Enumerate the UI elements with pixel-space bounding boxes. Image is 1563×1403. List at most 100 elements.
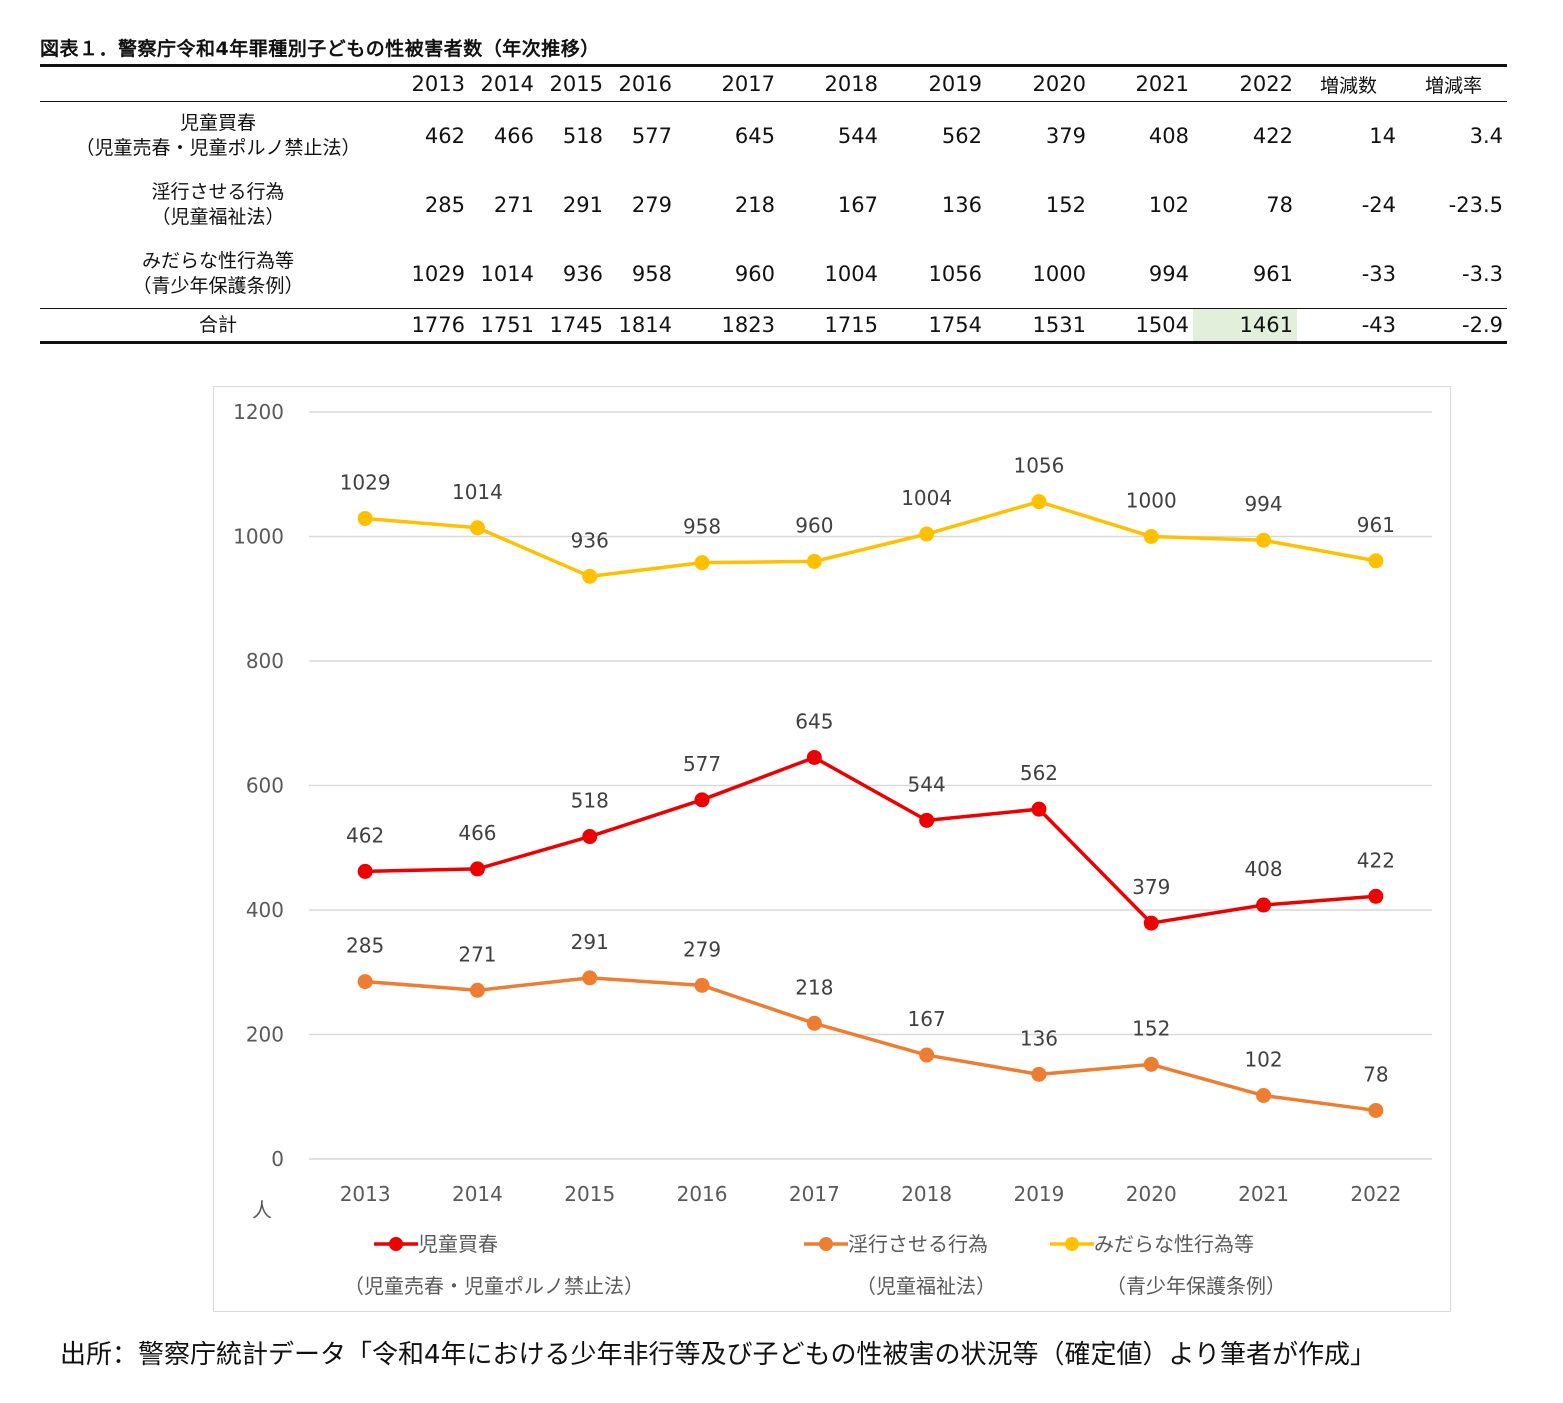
data-label: 960 <box>795 513 833 537</box>
total-cell: 1715 <box>779 308 882 344</box>
data-point <box>919 1047 935 1063</box>
y-tick-label: 200 <box>246 1023 284 1047</box>
data-label: 645 <box>795 709 833 733</box>
chart-frame: 0 200 400 600 800 1000 1200 2013 2014 2015 2016 201… <box>213 386 1451 1312</box>
row-label: みだらな性行為等 （青少年保護条例） <box>132 249 304 297</box>
data-label: 379 <box>1132 875 1170 899</box>
table-cell: 518 <box>562 124 603 149</box>
row-label: 児童買春 （児童売春・児童ポルノ禁止法） <box>75 112 361 160</box>
data-label: 218 <box>795 975 833 999</box>
data-label: 466 <box>458 821 496 845</box>
change-rate-cell: -3.3 <box>1462 261 1503 286</box>
change-count-cell: -24 <box>1361 193 1396 217</box>
total-cell-highlighted: 1461 <box>1193 308 1297 344</box>
header-year: 2017 <box>676 64 779 102</box>
data-point <box>582 568 598 584</box>
line-chart: 0 200 400 600 800 1000 1200 2013 2014 2015 2016 201… <box>233 400 1432 1298</box>
data-point <box>1031 494 1047 510</box>
data-point <box>357 510 373 526</box>
data-point <box>469 982 485 998</box>
legend-label: 淫行させる行為 <box>848 1232 988 1256</box>
table-cell: 936 <box>562 261 603 286</box>
data-point <box>357 863 373 879</box>
data-point <box>1143 1056 1159 1072</box>
data-point <box>582 829 598 845</box>
data-label: 1056 <box>1013 454 1064 478</box>
x-tick-label: 2018 <box>901 1182 952 1206</box>
data-label: 102 <box>1244 1048 1282 1072</box>
data-point <box>694 792 710 808</box>
data-label: 958 <box>683 515 721 539</box>
data-label: 408 <box>1244 857 1282 881</box>
change-rate-cell: -23.5 <box>1448 193 1503 217</box>
table-cell: 958 <box>631 261 672 286</box>
data-label: 936 <box>571 528 609 552</box>
table-cell: 291 <box>562 193 603 217</box>
change-count-cell: -43 <box>1297 308 1400 344</box>
table-row: 淫行させる行為 （児童福祉法） 285 271 291 279 218 167 1… <box>40 171 1507 240</box>
header-year: 2015 <box>538 64 607 102</box>
x-tick-label: 2013 <box>340 1182 391 1206</box>
total-cell: 1823 <box>676 308 779 344</box>
data-label: 961 <box>1357 513 1395 537</box>
data-table: 2013 2014 2015 2016 2017 2018 2019 2020 … <box>40 64 1507 344</box>
table-cell: 279 <box>631 193 672 217</box>
legend-sublabel: （児童売春・児童ポルノ禁止法） <box>344 1274 644 1298</box>
table-row: 児童買春 （児童売春・児童ポルノ禁止法） 462 466 518 577 645 … <box>40 102 1507 171</box>
data-point <box>694 555 710 571</box>
table-header-row: 2013 2014 2015 2016 2017 2018 2019 2020 … <box>40 64 1507 102</box>
x-tick-label: 2016 <box>677 1182 728 1206</box>
legend-label: みだらな性行為等 <box>1094 1232 1254 1256</box>
data-label: 152 <box>1132 1016 1170 1040</box>
total-cell: 1776 <box>400 308 469 344</box>
total-cell: 1754 <box>882 308 986 344</box>
change-rate-cell: -2.9 <box>1400 308 1507 344</box>
table-row: みだらな性行為等 （青少年保護条例） 1029 1014 936 958 960 … <box>40 240 1507 309</box>
series-line <box>365 976 1377 1113</box>
y-tick-label: 1200 <box>233 400 284 424</box>
table-cell: 1014 <box>480 261 534 286</box>
data-label: 422 <box>1357 848 1395 872</box>
source-note: 出所：警察庁統計データ「令和4年における少年非行等及び子どもの性被害の状況等（確… <box>60 1340 1377 1370</box>
data-label: 1014 <box>452 480 503 504</box>
header-year: 2013 <box>400 64 469 102</box>
table-cell: 408 <box>1148 124 1189 149</box>
data-label: 1000 <box>1126 489 1177 513</box>
total-cell: 1814 <box>607 308 676 344</box>
y-tick-label: 600 <box>246 774 284 798</box>
data-point <box>1256 897 1272 913</box>
data-label: 78 <box>1363 1062 1388 1086</box>
header-year: 2022 <box>1193 64 1297 102</box>
table-cell: 1056 <box>928 261 982 286</box>
table-cell: 961 <box>1252 261 1293 286</box>
x-tick-label: 2014 <box>452 1182 503 1206</box>
table-cell: 645 <box>734 124 775 149</box>
total-cell: 1504 <box>1090 308 1193 344</box>
header-change-count: 増減数 <box>1297 64 1400 102</box>
x-tick-label: 2021 <box>1238 1182 1289 1206</box>
table-cell: 102 <box>1148 193 1189 217</box>
data-label: 291 <box>571 930 609 954</box>
table-cell: 1000 <box>1032 261 1086 286</box>
total-cell: 1745 <box>538 308 607 344</box>
total-cell: 1751 <box>469 308 538 344</box>
data-point <box>806 749 822 765</box>
data-point <box>919 812 935 828</box>
change-count-cell: -33 <box>1361 261 1396 286</box>
table-cell: 136 <box>941 193 982 217</box>
y-tick-label: 400 <box>246 898 284 922</box>
header-change-rate: 増減率 <box>1400 64 1507 102</box>
data-point <box>1031 1066 1047 1082</box>
header-year: 2018 <box>779 64 882 102</box>
data-label: 577 <box>683 752 721 776</box>
series-line <box>365 499 1377 579</box>
table-cell: 285 <box>424 193 465 217</box>
total-row: 合計 1776 1751 1745 1814 1823 1715 1754 15… <box>40 308 1507 344</box>
table-cell: 167 <box>837 193 878 217</box>
x-tick-label: 2017 <box>789 1182 840 1206</box>
data-point <box>1256 1088 1272 1104</box>
table-cell: 152 <box>1045 193 1086 217</box>
header-year: 2014 <box>469 64 538 102</box>
table-cell: 1004 <box>824 261 878 286</box>
legend-swatch-marker <box>819 1237 833 1251</box>
